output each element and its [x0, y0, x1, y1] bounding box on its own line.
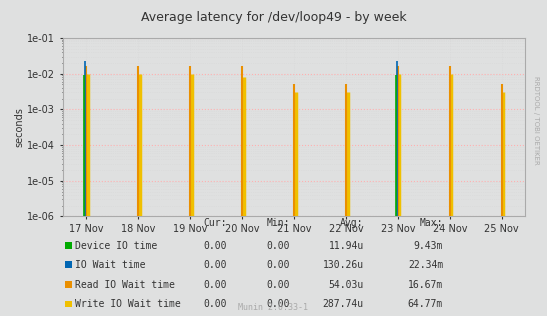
Text: 11.94u: 11.94u	[329, 240, 364, 251]
Text: 0.00: 0.00	[266, 299, 290, 309]
Text: 0.00: 0.00	[266, 240, 290, 251]
Text: Min:: Min:	[266, 218, 290, 228]
Text: 54.03u: 54.03u	[329, 280, 364, 290]
Text: 287.74u: 287.74u	[323, 299, 364, 309]
Text: IO Wait time: IO Wait time	[75, 260, 146, 270]
Text: Read IO Wait time: Read IO Wait time	[75, 280, 176, 290]
Text: Average latency for /dev/loop49 - by week: Average latency for /dev/loop49 - by wee…	[141, 11, 406, 24]
Text: 16.67m: 16.67m	[408, 280, 443, 290]
Text: Cur:: Cur:	[203, 218, 227, 228]
Text: 130.26u: 130.26u	[323, 260, 364, 270]
Text: 0.00: 0.00	[266, 260, 290, 270]
Text: 0.00: 0.00	[203, 260, 227, 270]
Text: Munin 2.0.33-1: Munin 2.0.33-1	[238, 303, 309, 312]
Text: 0.00: 0.00	[266, 280, 290, 290]
Text: 0.00: 0.00	[203, 299, 227, 309]
Text: Avg:: Avg:	[340, 218, 364, 228]
Text: Write IO Wait time: Write IO Wait time	[75, 299, 181, 309]
Text: Max:: Max:	[420, 218, 443, 228]
Y-axis label: seconds: seconds	[14, 107, 25, 147]
Text: 9.43m: 9.43m	[414, 240, 443, 251]
Text: Device IO time: Device IO time	[75, 240, 158, 251]
Text: RRDTOOL / TOBI OETIKER: RRDTOOL / TOBI OETIKER	[533, 76, 539, 164]
Text: 22.34m: 22.34m	[408, 260, 443, 270]
Text: 64.77m: 64.77m	[408, 299, 443, 309]
Text: 0.00: 0.00	[203, 240, 227, 251]
Text: 0.00: 0.00	[203, 280, 227, 290]
